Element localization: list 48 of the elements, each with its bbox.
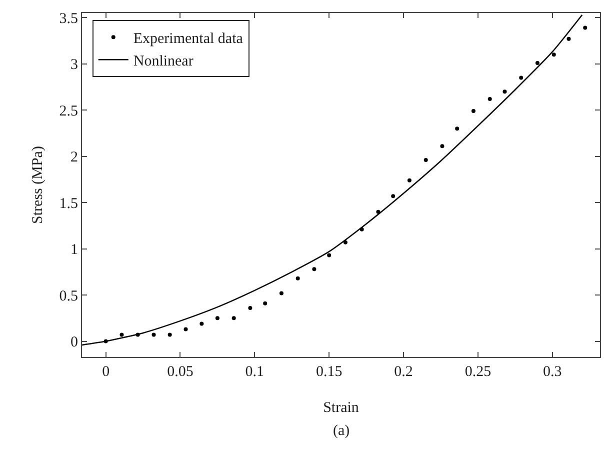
point <box>327 253 332 258</box>
line-series <box>82 14 583 346</box>
x-tick-label: 0.05 <box>167 364 194 380</box>
y-tick-label: 3.5 <box>59 10 78 27</box>
point <box>583 26 588 30</box>
point <box>343 240 348 244</box>
x-tick-label: 0.25 <box>464 364 492 380</box>
point <box>215 316 220 320</box>
y-tick-label: 2 <box>70 150 78 166</box>
x-axis-title: Strain <box>323 400 360 416</box>
point <box>248 306 252 310</box>
point <box>440 144 444 148</box>
text: (a) <box>333 423 350 439</box>
point <box>263 301 268 306</box>
y-tick-label: 1 <box>70 242 78 258</box>
y-tick-label: 0 <box>70 334 78 351</box>
point <box>232 316 236 320</box>
x-tick-label: 0 <box>102 364 110 380</box>
y-tick-label: 0.5 <box>59 288 78 304</box>
x-tick-label: 0.2 <box>394 364 413 380</box>
point <box>502 90 507 94</box>
point <box>552 52 556 57</box>
point <box>424 158 428 162</box>
point <box>519 76 524 80</box>
point <box>152 332 156 337</box>
point <box>200 322 204 326</box>
point <box>488 97 492 101</box>
point <box>391 194 396 198</box>
point <box>279 291 284 296</box>
point <box>184 327 188 332</box>
point <box>471 109 476 114</box>
legend-label: Nonlinear <box>133 53 194 70</box>
x-tick-label: 0.3 <box>542 364 562 380</box>
x-tick-label: 0.15 <box>316 364 342 380</box>
point <box>296 276 300 280</box>
y-axis-title: Stress (MPa) <box>30 146 46 224</box>
point <box>120 332 124 337</box>
point <box>566 36 571 41</box>
point <box>535 60 540 65</box>
y-tick-label: 3 <box>70 57 78 74</box>
legend-label: Experimental data <box>133 30 244 47</box>
y-tick-label: 1.5 <box>59 196 78 212</box>
x-tick-label: 0.1 <box>245 364 264 380</box>
point <box>455 126 460 131</box>
y-tick-label: 2.5 <box>59 103 78 120</box>
point <box>407 178 412 182</box>
point <box>312 267 316 272</box>
point <box>168 332 172 337</box>
